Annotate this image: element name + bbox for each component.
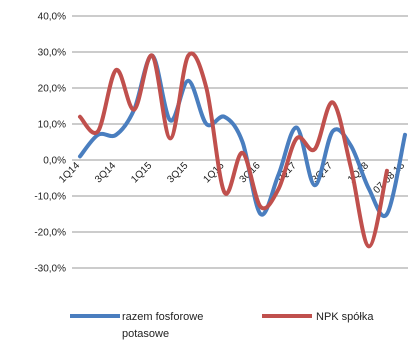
y-tick-label: -30,0%	[34, 264, 66, 275]
x-tick-label: 3Q15	[165, 160, 190, 185]
legend-label-razem-line1: razem fosforowe	[122, 311, 203, 323]
y-tick-label: 0,0%	[43, 156, 66, 167]
y-tick-label: -10,0%	[34, 192, 66, 203]
y-axis-ticks: 40,0% 30,0% 20,0% 10,0% 0,0% -10,0% -20,0% -30,…	[34, 12, 66, 275]
x-tick-label: 1Q15	[129, 160, 154, 185]
series-lines	[78, 51, 407, 249]
legend: razem fosforowe potasowe NPK spółka	[70, 311, 374, 340]
legend-label-razem-line2: potasowe	[122, 328, 169, 340]
y-tick-label: 40,0%	[38, 12, 66, 23]
y-tick-label: 10,0%	[38, 120, 66, 131]
x-tick-label: 3Q14	[93, 160, 118, 185]
y-tick-label: 20,0%	[38, 84, 66, 95]
grid-lines	[72, 15, 408, 269]
series-line-npk	[78, 51, 389, 249]
y-tick-label: -20,0%	[34, 228, 66, 239]
x-tick-label: 07-08.18	[371, 160, 407, 196]
legend-label-npk: NPK spółka	[316, 311, 374, 323]
y-tick-label: 30,0%	[38, 48, 66, 59]
